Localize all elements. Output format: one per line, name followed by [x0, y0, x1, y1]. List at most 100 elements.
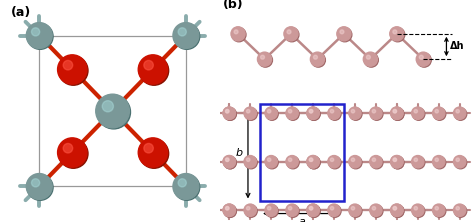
- Circle shape: [144, 60, 153, 70]
- Circle shape: [257, 52, 272, 66]
- Circle shape: [308, 108, 320, 120]
- Circle shape: [178, 28, 186, 36]
- Circle shape: [310, 206, 313, 210]
- Circle shape: [244, 107, 256, 119]
- Circle shape: [223, 107, 236, 119]
- Circle shape: [245, 205, 257, 217]
- Circle shape: [414, 158, 418, 161]
- Circle shape: [234, 30, 238, 34]
- Circle shape: [31, 179, 40, 187]
- Circle shape: [310, 206, 313, 210]
- Circle shape: [328, 108, 341, 120]
- Circle shape: [307, 107, 319, 119]
- Circle shape: [265, 156, 277, 168]
- Circle shape: [328, 107, 340, 119]
- Circle shape: [416, 52, 430, 66]
- Circle shape: [349, 156, 361, 168]
- Circle shape: [370, 204, 382, 216]
- Circle shape: [265, 107, 277, 119]
- Circle shape: [267, 206, 271, 210]
- Circle shape: [266, 108, 278, 120]
- Circle shape: [391, 204, 403, 216]
- Circle shape: [328, 157, 341, 169]
- Circle shape: [392, 205, 404, 217]
- Circle shape: [393, 30, 397, 34]
- Circle shape: [433, 205, 446, 217]
- Circle shape: [435, 158, 438, 161]
- Circle shape: [390, 27, 404, 41]
- Circle shape: [455, 157, 467, 169]
- Circle shape: [288, 109, 292, 113]
- Circle shape: [246, 206, 250, 210]
- Circle shape: [371, 157, 383, 169]
- Circle shape: [226, 158, 229, 161]
- Circle shape: [139, 139, 169, 168]
- Circle shape: [307, 156, 319, 168]
- Circle shape: [144, 143, 153, 153]
- Circle shape: [57, 55, 87, 84]
- Circle shape: [392, 205, 404, 217]
- Circle shape: [337, 27, 351, 41]
- Circle shape: [454, 204, 466, 216]
- Circle shape: [63, 60, 73, 70]
- Circle shape: [310, 52, 325, 66]
- Circle shape: [435, 109, 438, 113]
- Circle shape: [350, 205, 362, 217]
- Circle shape: [412, 108, 425, 120]
- Circle shape: [414, 206, 418, 210]
- Circle shape: [433, 108, 446, 120]
- Circle shape: [310, 109, 313, 113]
- Circle shape: [286, 107, 298, 119]
- Circle shape: [63, 143, 73, 153]
- Circle shape: [337, 28, 352, 42]
- Circle shape: [393, 109, 397, 113]
- Circle shape: [224, 108, 236, 120]
- Circle shape: [393, 206, 397, 210]
- Circle shape: [310, 158, 313, 161]
- Circle shape: [411, 204, 424, 216]
- Circle shape: [433, 204, 445, 216]
- Circle shape: [244, 204, 256, 216]
- Circle shape: [244, 156, 256, 168]
- Text: (b): (b): [223, 0, 243, 12]
- Circle shape: [174, 24, 200, 49]
- Circle shape: [391, 28, 405, 42]
- Circle shape: [307, 107, 319, 119]
- Circle shape: [287, 30, 291, 34]
- Circle shape: [226, 109, 229, 113]
- Circle shape: [417, 53, 431, 67]
- Circle shape: [454, 107, 466, 119]
- Circle shape: [307, 156, 319, 168]
- Circle shape: [372, 206, 375, 210]
- Circle shape: [174, 174, 200, 200]
- Circle shape: [226, 109, 229, 113]
- Circle shape: [308, 205, 320, 217]
- Circle shape: [97, 95, 130, 129]
- Circle shape: [371, 205, 383, 217]
- Circle shape: [433, 107, 445, 119]
- Text: (a): (a): [11, 6, 31, 19]
- Circle shape: [266, 205, 278, 217]
- Circle shape: [27, 174, 52, 199]
- Circle shape: [328, 204, 340, 216]
- Circle shape: [311, 53, 325, 67]
- Circle shape: [313, 55, 318, 59]
- Circle shape: [224, 205, 236, 217]
- Circle shape: [266, 157, 278, 169]
- Circle shape: [102, 101, 113, 112]
- Circle shape: [246, 158, 250, 161]
- Circle shape: [366, 55, 370, 59]
- Text: a: a: [299, 217, 305, 222]
- Circle shape: [391, 107, 403, 119]
- Circle shape: [456, 109, 459, 113]
- Circle shape: [414, 109, 418, 113]
- Circle shape: [370, 107, 382, 119]
- Circle shape: [224, 157, 236, 169]
- Circle shape: [59, 139, 88, 168]
- Circle shape: [173, 174, 199, 199]
- Circle shape: [286, 156, 298, 168]
- Circle shape: [351, 109, 355, 113]
- Circle shape: [411, 107, 424, 119]
- Circle shape: [308, 157, 320, 169]
- Circle shape: [330, 109, 334, 113]
